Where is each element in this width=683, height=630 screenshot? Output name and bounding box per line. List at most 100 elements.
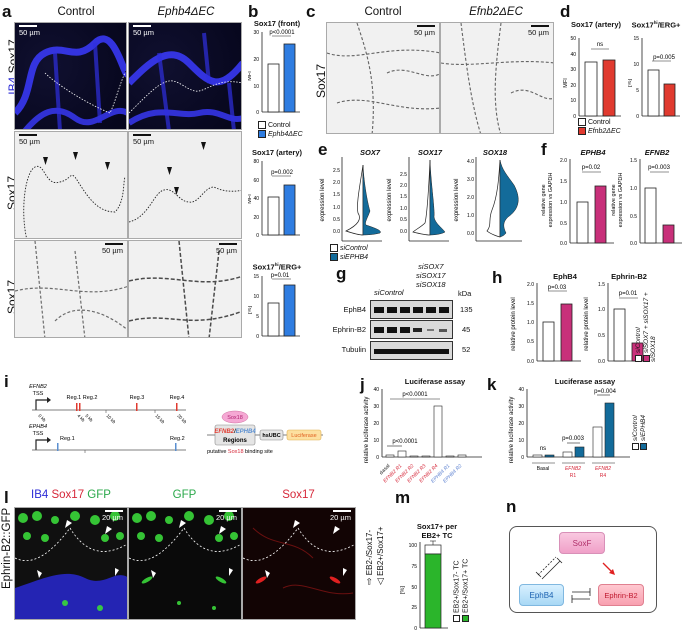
svg-text:1.5: 1.5 — [333, 192, 340, 198]
col-title-merge: IB4 Sox17 GFP — [31, 489, 111, 501]
arrowhead-icon — [167, 167, 172, 175]
svg-text:p=0.005: p=0.005 — [653, 55, 676, 61]
scalebar: 50 µm — [216, 243, 237, 255]
svg-text:1.0: 1.0 — [630, 186, 637, 192]
image-gfp: 20 µm — [128, 507, 242, 620]
svg-text:1.5: 1.5 — [630, 158, 637, 164]
legend-swatch — [461, 615, 469, 622]
svg-text:p<0.0001: p<0.0001 — [392, 439, 418, 445]
chart-e1-violin: expression level 0.0 0.5 1.0 1.5 2.0 2.5 — [320, 157, 382, 242]
group-label-sicontrol: siControl — [374, 288, 404, 297]
legend-h: siControl siSOX7 + siSOX17 + siSOX18 — [635, 282, 658, 362]
legend-swatch — [330, 253, 338, 262]
image-sox17-vasc-ephb4: 50 µm — [128, 240, 242, 338]
svg-text:10: 10 — [633, 62, 639, 68]
svg-text:0: 0 — [256, 233, 259, 239]
svg-text:10 kb: 10 kb — [105, 413, 117, 425]
scalebar: 20 µm — [216, 510, 237, 522]
node-ephb4: EphB4 — [519, 584, 564, 606]
panel-letter-d: d — [560, 2, 571, 21]
scalebar: 50 µm — [102, 243, 123, 255]
legend-swatch — [632, 443, 639, 450]
legend-item-sisoxf: siSOX7 + siSOX17 + siSOX18 — [642, 292, 658, 362]
svg-text:Basal: Basal — [380, 463, 391, 476]
legend-item-sox17-neg: EB2+/Sox17- TC — [453, 527, 462, 622]
chart-title-h1: EphB4 — [553, 272, 577, 281]
svg-text:1.0: 1.0 — [467, 213, 474, 219]
legend-item-sox17-pos: EB2+/Sox17+ TC — [461, 527, 471, 622]
chart-k: relative luciferase activity 0 10 20 30 … — [509, 387, 630, 479]
svg-text:40: 40 — [253, 196, 259, 202]
arrow-icon — [179, 520, 186, 528]
chart-title-e1: SOX7 — [359, 148, 380, 157]
chart-title-f2: EFNB2 — [644, 148, 670, 157]
row-label-ephrinb2-gfp: Ephrin-B2::GFP — [1, 507, 13, 589]
chart-title-h2: Ephrin-B2 — [611, 272, 647, 281]
scalebar: 50 µm — [19, 25, 40, 37]
model-edges — [535, 556, 615, 603]
col-title-gfp: GFP — [172, 489, 197, 501]
panel-letter-n: n — [506, 497, 517, 516]
legend-swatch — [330, 244, 338, 253]
svg-text:R1: R1 — [570, 473, 577, 479]
chart-title-m: Sox17+ per EB2+ TC — [416, 522, 458, 540]
chart-m: [%] 0 25 50 75 100 — [400, 540, 448, 630]
chart-title-b3: Sox17hi/ERG+ — [252, 262, 302, 272]
svg-text:Reg.1: Reg.1 — [60, 436, 75, 442]
svg-text:2.0: 2.0 — [527, 282, 534, 288]
chart-h2: relative protein level 0.0 0.5 1.0 1.5 p… — [584, 282, 650, 365]
svg-text:2.0: 2.0 — [560, 158, 567, 164]
gfp-signal — [129, 511, 241, 610]
svg-text:5: 5 — [256, 314, 259, 320]
legend-e: siControl siEPHB4 — [330, 244, 368, 262]
scalebar: 20 µm — [102, 510, 123, 522]
svg-text:0.5: 0.5 — [598, 333, 605, 339]
svg-text:4.0: 4.0 — [467, 159, 474, 165]
image-ib4-ephb4: 50 µm — [128, 22, 242, 130]
panel-letter-i: i — [4, 372, 9, 391]
svg-text:30: 30 — [518, 404, 524, 410]
svg-text:30: 30 — [253, 30, 259, 36]
legend-item-control: Control — [578, 118, 621, 127]
sox17-signal — [129, 142, 241, 223]
svg-text:10: 10 — [518, 438, 524, 444]
chart-title-d1: Sox17 (artery) — [570, 20, 622, 29]
svg-text:5 kb: 5 kb — [84, 413, 94, 423]
svg-text:5: 5 — [636, 88, 639, 94]
svg-text:expression level: expression level — [454, 178, 460, 221]
svg-text:0.0: 0.0 — [527, 359, 534, 365]
legend-item-efnb2: Efnb2ΔEC — [578, 127, 621, 136]
svg-text:0: 0 — [256, 334, 259, 340]
svg-text:40: 40 — [373, 387, 379, 393]
kda-ephrinb2: 45 — [462, 325, 471, 334]
vessel-network — [129, 32, 241, 129]
chart-f1: relative gene expression vs GAPDH 0.0 0.… — [541, 158, 614, 247]
svg-text:10: 10 — [253, 84, 259, 90]
inhibition-icon — [541, 560, 561, 580]
svg-text:2.0: 2.0 — [400, 183, 407, 189]
svg-text:ns: ns — [540, 446, 546, 452]
arrowhead-icon — [73, 152, 78, 160]
kda-ephb4: 135 — [460, 305, 473, 314]
node-soxf: SoxF — [559, 532, 605, 554]
scalebar: 50 µm — [528, 25, 549, 37]
arrowhead-icon — [105, 162, 110, 170]
legend-item-siephb4: siEPHB4 — [639, 390, 648, 450]
chart-title-k: Luciferase assay — [554, 377, 616, 386]
svg-text:30: 30 — [570, 67, 576, 73]
panel-letter-l: l — [4, 488, 9, 507]
svg-text:1.0: 1.0 — [400, 206, 407, 212]
scalebar: 20 µm — [330, 510, 351, 522]
svg-text:20: 20 — [253, 215, 259, 221]
svg-text:20: 20 — [253, 57, 259, 63]
svg-text:Sox18: Sox18 — [227, 415, 243, 421]
svg-text:relative luciferase activity: relative luciferase activity — [509, 397, 515, 464]
legend-swatch — [578, 127, 586, 136]
image-sox17-vasc-control: 50 µm — [14, 240, 128, 338]
scalebar: 50 µm — [133, 25, 154, 37]
col-title-sox17: Sox17 — [282, 489, 315, 501]
arrowhead-icon — [43, 157, 48, 165]
panel-letter-f: f — [541, 140, 547, 159]
sox17-signal — [23, 152, 126, 238]
svg-text:0.5: 0.5 — [333, 217, 340, 223]
